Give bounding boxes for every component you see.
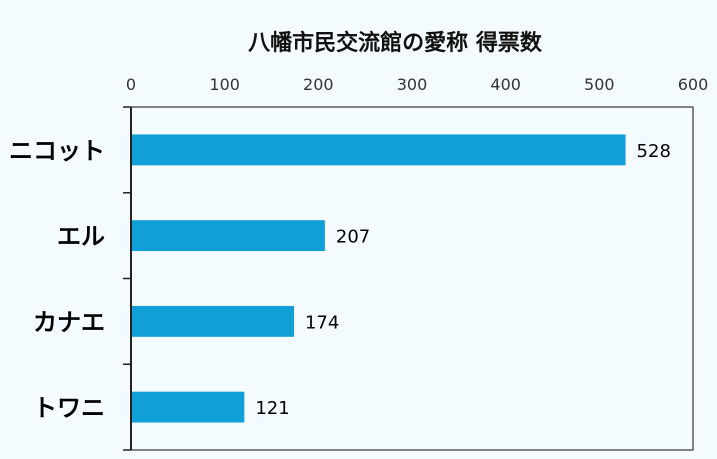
category-label: カナエ <box>33 308 105 336</box>
value-labels: 528 207 174 121 <box>255 141 671 419</box>
data-label: 207 <box>336 227 370 248</box>
chart-title: 八幡市民交流館の愛称 得票数 <box>248 30 543 56</box>
bar <box>132 220 325 252</box>
bar <box>132 134 626 166</box>
category-label: ニコット <box>9 137 105 165</box>
bar <box>132 391 245 423</box>
data-label: 121 <box>255 398 289 419</box>
x-tick-label: 300 <box>397 75 428 94</box>
x-axis-ticks: 0 100 200 300 400 500 600 <box>126 75 708 94</box>
x-tick-label: 200 <box>303 75 334 94</box>
x-tick-label: 400 <box>490 75 521 94</box>
x-tick-label: 0 <box>126 75 136 94</box>
data-label: 174 <box>305 312 339 333</box>
x-tick-label: 100 <box>209 75 240 94</box>
data-label: 528 <box>637 141 671 162</box>
category-label: トワニ <box>33 394 105 422</box>
bars <box>132 134 626 423</box>
x-tick-label: 600 <box>678 75 709 94</box>
x-tick-label: 500 <box>584 75 615 94</box>
bar <box>132 305 294 337</box>
y-axis-ticks <box>123 106 131 451</box>
category-label: エル <box>57 223 105 251</box>
